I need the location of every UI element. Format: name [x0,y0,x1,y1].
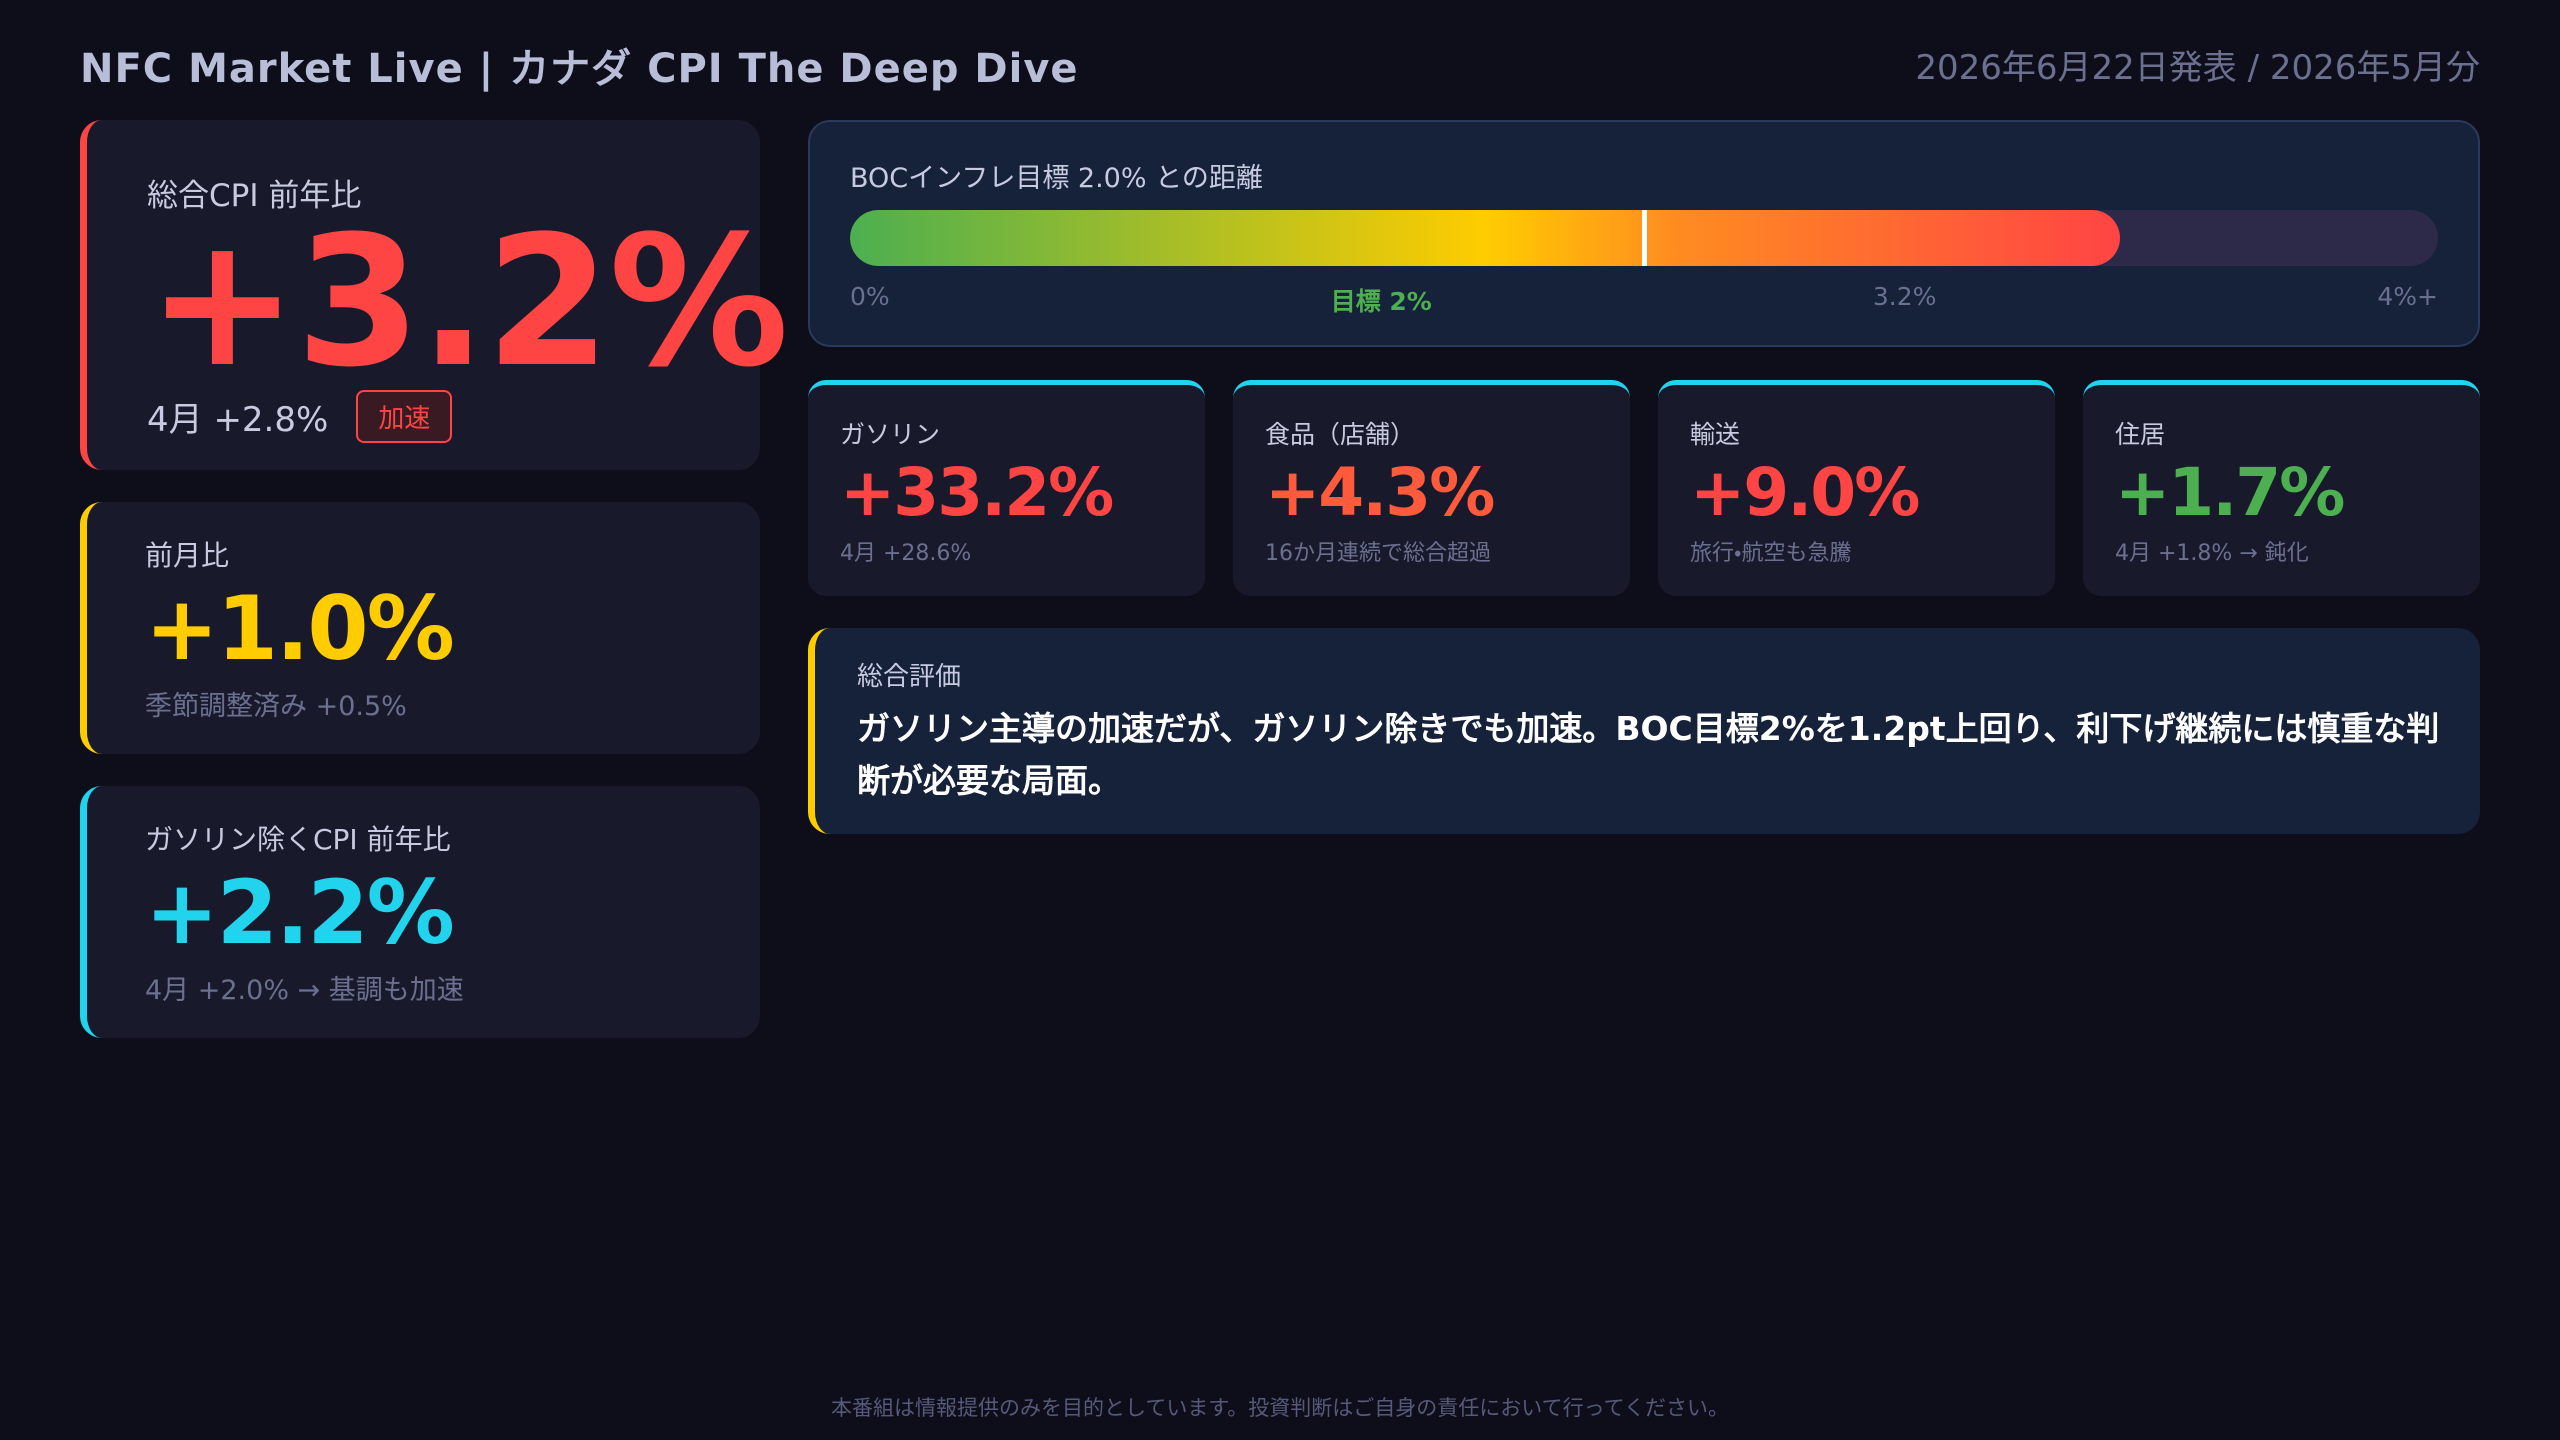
gauge-target [1642,210,1647,266]
summary-panel: 総合評価 ガソリン主導の加速だが、ガソリン除きでも加速。BOC目標2%を1.2p… [808,628,2480,834]
sector-card: ガソリン +33.2% 4月 +28.6% [808,380,1205,596]
sector-sub: 16か月連続で総合超過 [1265,541,1491,566]
header-date: 2026年6月22日発表 / 2026年5月分 [1915,48,2480,88]
gauge-ticks: 0% 目標 2% 3.2% 4%+ [850,282,2438,318]
kpi-value: +1.0% [145,577,455,680]
kpi-label: 前月比 [145,539,230,572]
sector-value: +4.3% [1265,454,1495,531]
sector-value: +9.0% [1690,454,1920,531]
gauge-fill [850,210,2121,266]
gauge-tick-label: 0% [850,282,890,311]
kpi-label: 総合CPI 前年比 [147,178,362,214]
kpi-card: 総合CPI 前年比 +3.2% 4月 +2.8% 加速 [80,120,789,470]
gauge-title: BOCインフレ目標 2.0% との距離 [850,163,1263,194]
kpi-sub: 4月 +2.0% → 基調も加速 [145,975,464,1006]
sector-sub: 旅行・航空も急騰 [1690,541,1852,566]
sector-sub: 4月 +28.6% [840,541,972,566]
kpi-sub: 季節調整済み +0.5% [145,691,407,722]
summary-label: 総合評価 [857,662,962,692]
gauge-tick-label: 目標 2% [1330,287,1432,316]
gauge-tick-label: 3.2% [1872,282,1937,311]
kpi-sub-text: 4月 +2.8% [147,400,329,440]
kpi-card: 前月比 +1.0% 季節調整済み +0.5% [80,502,760,754]
gauge-tick-label: 4%+ [2377,282,2438,311]
header-title: NFC Market Live | カナダ CPI The Deep Dive [80,46,1079,92]
sector-card: 住居 +1.7% 4月 +1.8% → 鈍化 [2083,380,2480,596]
footer: 本番組は情報提供のみを目的としています。投資判断はご自身の責任において行ってくだ… [831,1396,1729,1420]
sector-card: 食品（店舗） +4.3% 16か月連続で総合超過 [1233,380,1630,596]
sector-label: 輸送 [1690,420,1741,449]
sector-label: ガソリン [840,420,941,449]
sector-value: +1.7% [2115,454,2345,531]
sector-value: +33.2% [840,454,1114,531]
kpi-card: ガソリン除くCPI 前年比 +2.2% 4月 +2.0% → 基調も加速 [80,786,760,1038]
sector-card: 輸送 +9.0% 旅行・航空も急騰 [1658,380,2055,596]
kpi-value: +3.2% [147,198,789,407]
sector-sub: 4月 +1.8% → 鈍化 [2115,541,2309,566]
gauge-panel: BOCインフレ目標 2.0% との距離 0% 目標 2% 3.2% 4%+ [808,120,2480,347]
summary-text: ガソリン主導の加速だが、ガソリン除きでも加速。BOC目標2%を1.2pt上回り、… [857,709,2440,800]
sector-label: 住居 [2115,420,2166,449]
kpi-value: +2.2% [145,861,455,964]
gauge-track [850,210,2438,266]
kpi-label: ガソリン除くCPI 前年比 [145,823,451,856]
kpi-sub: 4月 +2.8% 加速 [147,390,760,443]
kpi-badge: 加速 [356,390,453,443]
sector-label: 食品（店舗） [1265,420,1416,449]
